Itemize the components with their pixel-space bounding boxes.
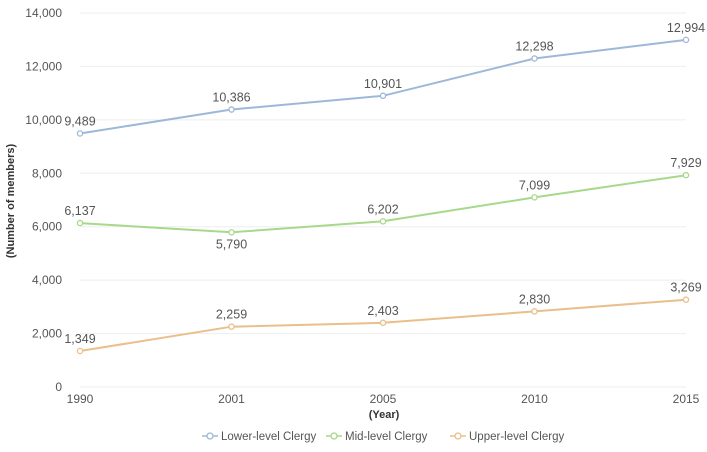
data-label: 2,403 [367,304,398,318]
x-axis-title: (Year) [369,409,400,421]
data-point [76,130,84,137]
data-label: 10,901 [364,77,402,91]
data-labels: 9,489 10,386 10,901 12,298 12,994 6,137 5,790 6… [64,21,705,346]
x-tick-label: 2010 [521,392,548,406]
x-tick-label: 2005 [370,392,397,406]
data-point [379,319,387,327]
data-point [682,36,690,44]
x-tick-label: 2001 [218,392,245,406]
y-tick-label: 10,000 [25,113,62,127]
series-lines [76,36,690,355]
data-point [682,171,690,179]
data-label: 2,830 [519,292,550,306]
data-label: 3,269 [670,281,701,295]
y-tick-label: 0 [55,380,62,394]
legend-label: Lower-level Clergy [221,431,316,443]
data-label: 12,298 [515,39,553,53]
data-label: 10,386 [212,91,250,105]
x-axis-ticks: 1990 2001 2005 2010 2015 [67,392,700,406]
data-label: 1,349 [64,332,95,346]
data-label: 6,202 [367,202,398,216]
y-axis-title: (Number of members) [5,144,17,259]
data-point [76,219,84,227]
legend-item: Mid-level Clergy [326,431,428,443]
data-label: 9,489 [64,115,95,129]
legend-label: Upper-level Clergy [469,431,564,443]
legend: Lower-level Clergy Mid-level Clergy Upper-… [202,431,564,443]
data-point [531,194,538,201]
data-point [228,229,235,236]
data-point [682,296,690,303]
x-tick-label: 1990 [67,392,94,406]
y-tick-label: 4,000 [32,273,62,287]
data-point [531,55,538,62]
data-point [228,323,235,330]
y-tick-label: 14,000 [25,6,62,20]
data-label: 5,790 [216,237,247,251]
legend-marker-icon [454,432,462,440]
data-point [228,106,235,113]
y-tick-label: 6,000 [32,220,62,234]
data-label: 12,994 [667,21,705,35]
data-point [379,218,387,225]
y-axis-ticks: 0 2,000 4,000 6,000 8,000 10,000 12,000 14,000 [25,6,62,394]
legend-item: Upper-level Clergy [450,431,564,443]
legend-marker-icon [330,432,338,440]
legend-label: Mid-level Clergy [345,431,428,443]
data-point [531,308,538,315]
data-point [76,347,84,355]
legend-marker-icon [206,432,214,440]
data-label: 7,929 [670,156,701,170]
gridlines [80,12,686,388]
x-tick-label: 2015 [673,392,700,406]
y-tick-label: 2,000 [32,327,62,341]
y-tick-label: 8,000 [32,166,62,180]
y-tick-label: 12,000 [25,59,62,73]
data-label: 2,259 [216,308,247,322]
data-label: 7,099 [519,178,550,192]
data-point [379,92,387,100]
data-label: 6,137 [64,204,95,218]
legend-item: Lower-level Clergy [202,431,316,443]
